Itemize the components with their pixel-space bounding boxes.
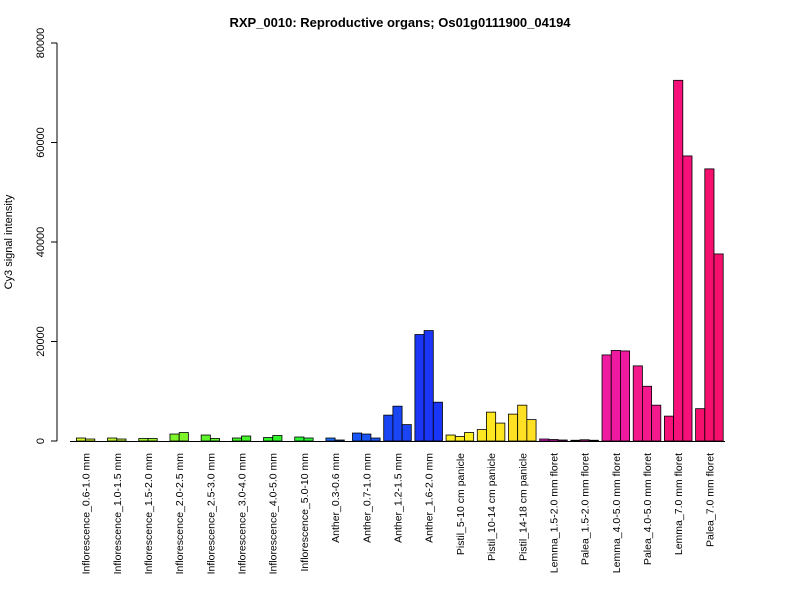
bar <box>495 422 506 442</box>
bar <box>169 433 180 442</box>
category-label: Anther_1.6-2.0 mm <box>424 453 436 543</box>
bar <box>263 437 274 442</box>
bar <box>76 437 87 442</box>
bar <box>570 439 581 442</box>
bar <box>673 79 684 442</box>
category-labels: Inflorescence_0.6-1.0 mm Inflorescence_1.… <box>81 453 717 575</box>
bar <box>272 435 283 442</box>
category-label: Palea_7.0 mm floret <box>704 453 716 547</box>
bar <box>138 438 149 442</box>
bar <box>231 437 242 442</box>
bar <box>392 405 403 442</box>
bars <box>76 79 724 442</box>
bar <box>432 401 443 442</box>
bar <box>588 439 599 442</box>
bar <box>664 415 675 442</box>
bar <box>370 437 381 442</box>
bar <box>454 436 465 442</box>
bar <box>85 438 96 442</box>
category-label: Anther_0.7-1.0 mm <box>361 453 373 543</box>
bar <box>352 432 363 442</box>
bar <box>620 350 631 442</box>
bar <box>508 413 519 442</box>
bar <box>445 434 456 442</box>
category-label: Inflorescence_1.0-1.5 mm <box>112 453 124 575</box>
category-label: Inflorescence_2.5-3.0 mm <box>205 453 217 575</box>
bar <box>579 439 590 442</box>
category-label: Anther_1.2-1.5 mm <box>393 453 405 543</box>
bar <box>241 435 252 442</box>
y-tick-label: 0 <box>35 438 47 444</box>
bar <box>147 438 158 442</box>
bar <box>601 354 612 442</box>
bar <box>526 419 537 442</box>
y-tick-label: 80000 <box>35 28 47 59</box>
bar <box>632 365 643 442</box>
bar <box>423 330 434 442</box>
bar <box>303 437 314 442</box>
bar <box>642 385 653 442</box>
y-axis: 0 20000 40000 60000 80000 <box>35 28 58 444</box>
bar <box>651 404 662 442</box>
bar <box>464 432 475 442</box>
bar <box>517 404 528 442</box>
category-label: Inflorescence_5.0-10 mm <box>299 453 311 572</box>
bar <box>361 433 372 442</box>
bar <box>294 436 305 442</box>
bar <box>414 334 425 442</box>
bar <box>682 155 693 442</box>
category-label: Pistil_14-18 cm panicle <box>517 453 529 561</box>
category-label: Lemma_7.0 mm floret <box>673 453 685 555</box>
category-label: Lemma_1.5-2.0 mm floret <box>549 453 561 573</box>
bar <box>704 168 715 442</box>
bar <box>548 439 559 442</box>
bar <box>476 429 487 442</box>
category-label: Inflorescence_4.0-5.0 mm <box>268 453 280 575</box>
category-label: Palea_4.0-5.0 mm floret <box>642 453 654 565</box>
y-tick-label: 60000 <box>35 127 47 158</box>
category-label: Inflorescence_3.0-4.0 mm <box>237 453 249 575</box>
bar <box>116 438 127 442</box>
bar <box>486 411 497 442</box>
bar <box>107 437 118 442</box>
category-label: Lemma_4.0-5.0 mm floret <box>611 453 623 573</box>
bar <box>610 350 621 442</box>
bar <box>209 438 220 442</box>
bar <box>325 437 336 442</box>
bar <box>695 408 706 442</box>
category-label: Anther_0.3-0.6 mm <box>330 453 342 543</box>
y-tick-label: 20000 <box>35 326 47 357</box>
category-label: Inflorescence_2.0-2.5 mm <box>174 453 186 575</box>
chart-title: RXP_0010: Reproductive organs; Os01g0111… <box>229 15 571 30</box>
bar <box>557 439 568 442</box>
bar <box>539 438 550 442</box>
category-label: Pistil_5-10 cm panicle <box>455 453 467 555</box>
bar <box>178 432 189 442</box>
category-label: Palea_1.5-2.0 mm floret <box>580 453 592 565</box>
y-tick-label: 40000 <box>35 227 47 258</box>
category-label: Inflorescence_1.5-2.0 mm <box>143 453 155 575</box>
bar <box>713 253 724 442</box>
category-label: Pistil_10-14 cm panicle <box>486 453 498 561</box>
category-label: Inflorescence_0.6-1.0 mm <box>81 453 93 575</box>
bar <box>200 434 211 442</box>
bar <box>401 424 412 442</box>
y-axis-label: Cy3 signal intensity <box>3 194 15 289</box>
bar <box>334 439 345 442</box>
bar <box>383 414 394 442</box>
